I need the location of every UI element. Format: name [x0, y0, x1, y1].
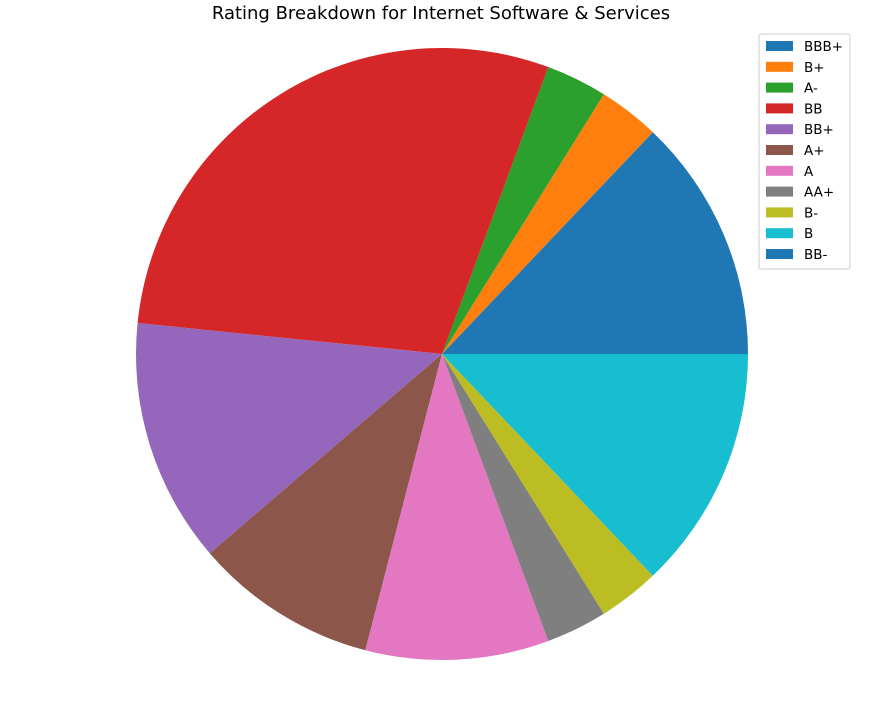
pie-slice-bb	[137, 48, 549, 355]
pie-slice-b-plus	[442, 94, 653, 354]
legend-label-bbb-plus: BBB+	[804, 39, 843, 55]
pie-slice-a-plus	[209, 354, 442, 651]
legend-swatch-a	[766, 165, 793, 176]
legend-label-bb: BB	[804, 101, 823, 117]
legend-label-b: B	[804, 226, 813, 242]
legend-swatch-b-plus	[766, 61, 793, 72]
pie-slices	[135, 48, 748, 660]
legend-label-b-plus: B+	[804, 60, 825, 76]
pie-slice-bb-plus	[135, 323, 442, 554]
legend-label-bb-minus: BB-	[804, 247, 828, 263]
legend-swatch-bb	[766, 103, 793, 114]
pie-slice-a	[365, 354, 549, 660]
legend-label-b-minus: B-	[804, 205, 818, 221]
pie-slice-b-minus	[442, 354, 653, 614]
legend-swatch-b-minus	[766, 207, 793, 218]
legend-swatch-aa-plus	[766, 186, 793, 197]
legend-swatch-bb-minus	[766, 249, 793, 259]
legend-swatch-bb-plus	[766, 124, 793, 135]
legend-label-a-plus: A+	[804, 143, 825, 159]
legend-label-bb-plus: BB+	[804, 122, 834, 138]
legend-label-aa-plus: AA+	[804, 185, 834, 201]
legend-label-a: A	[804, 164, 814, 180]
legend-swatch-a-minus	[766, 82, 793, 93]
pie-slice-aa-plus	[442, 354, 604, 641]
legend: BBB+ B+ A- BB BB+ A+ A AA+ B- B BB-	[758, 33, 851, 270]
pie-slice-bbb-plus	[442, 132, 748, 354]
pie-slice-b	[442, 354, 748, 576]
legend-swatch-a-plus	[766, 145, 793, 155]
legend-label-a-minus: A-	[804, 81, 818, 97]
legend-items: BBB+ B+ A- BB BB+ A+ A AA+ B- B BB-	[766, 39, 843, 263]
legend-swatch-b	[766, 228, 793, 239]
pie-slice-a-minus	[442, 67, 604, 355]
chart-title: Rating Breakdown for Internet Software &…	[212, 3, 670, 24]
legend-swatch-bbb-plus	[766, 41, 793, 51]
